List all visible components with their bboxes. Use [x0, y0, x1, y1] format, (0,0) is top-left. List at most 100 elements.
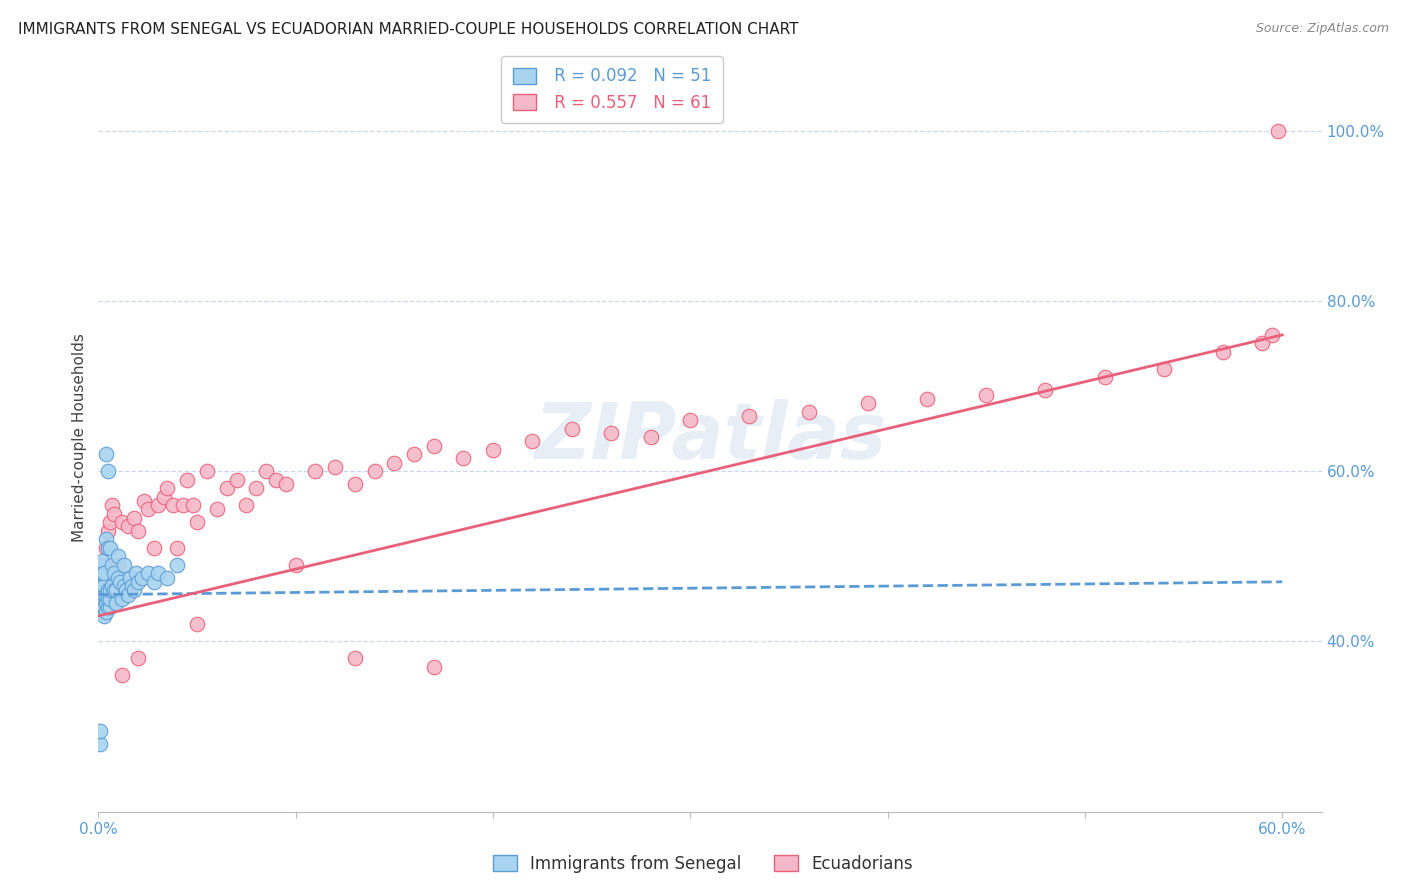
Point [89, 737, 111, 751]
Point [205, 502, 228, 516]
Point [118, 571, 141, 585]
Point [453, 451, 475, 466]
Point [738, 409, 761, 423]
Point [235, 498, 257, 512]
Point [166, 541, 188, 555]
Point [1251, 336, 1274, 351]
Point [136, 502, 159, 516]
Point [97, 524, 120, 538]
Point [97, 464, 120, 478]
Point [115, 583, 138, 598]
Point [797, 404, 820, 418]
Point [245, 481, 267, 495]
Point [186, 515, 208, 529]
Point [127, 524, 149, 538]
Point [103, 583, 125, 598]
Point [1261, 327, 1284, 342]
Point [1035, 384, 1057, 398]
Legend: Immigrants from Senegal, Ecuadorians: Immigrants from Senegal, Ecuadorians [486, 848, 920, 880]
Point [91, 566, 114, 581]
Point [142, 574, 165, 589]
Point [96, 588, 118, 602]
Point [93, 588, 115, 602]
Point [915, 392, 938, 406]
Point [1267, 123, 1289, 137]
Point [382, 456, 405, 470]
Point [181, 498, 204, 512]
Text: Source: ZipAtlas.com: Source: ZipAtlas.com [1256, 22, 1389, 36]
Point [103, 566, 125, 581]
Point [125, 566, 148, 581]
Point [195, 464, 218, 478]
Point [974, 387, 997, 401]
Point [101, 579, 124, 593]
Point [98, 515, 121, 529]
Point [107, 549, 129, 564]
Point [172, 498, 194, 512]
Point [93, 608, 115, 623]
Point [111, 668, 134, 682]
Point [274, 476, 297, 491]
Point [101, 498, 124, 512]
Point [856, 396, 879, 410]
Point [146, 498, 169, 512]
Point [101, 558, 124, 572]
Point [89, 583, 111, 598]
Point [142, 541, 165, 555]
Point [146, 566, 169, 581]
Point [404, 447, 426, 461]
Point [176, 473, 198, 487]
Point [91, 553, 114, 567]
Point [103, 507, 125, 521]
Point [122, 583, 145, 598]
Point [98, 583, 121, 598]
Point [284, 558, 307, 572]
Point [482, 442, 505, 457]
Point [108, 574, 131, 589]
Point [561, 421, 583, 435]
Point [423, 660, 446, 674]
Point [107, 571, 129, 585]
Point [152, 490, 174, 504]
Text: IMMIGRANTS FROM SENEGAL VS ECUADORIAN MARRIED-COUPLE HOUSEHOLDS CORRELATION CHAR: IMMIGRANTS FROM SENEGAL VS ECUADORIAN MA… [18, 22, 799, 37]
Point [93, 566, 115, 581]
Point [96, 541, 118, 555]
Point [93, 579, 115, 593]
Point [156, 481, 179, 495]
Point [91, 579, 114, 593]
Point [91, 591, 114, 606]
Y-axis label: Married-couple Households: Married-couple Households [72, 333, 87, 541]
Point [112, 558, 135, 572]
Point [117, 519, 139, 533]
Point [96, 533, 118, 547]
Point [162, 498, 184, 512]
Point [640, 430, 662, 444]
Point [111, 515, 134, 529]
Point [122, 511, 145, 525]
Point [1212, 345, 1234, 359]
Point [121, 579, 143, 593]
Legend:  R = 0.092   N = 51,  R = 0.557   N = 61: R = 0.092 N = 51, R = 0.557 N = 61 [501, 56, 723, 123]
Point [304, 464, 326, 478]
Point [522, 434, 544, 449]
Point [89, 574, 111, 589]
Point [363, 464, 385, 478]
Point [98, 591, 121, 606]
Point [343, 651, 366, 665]
Point [96, 447, 118, 461]
Point [343, 476, 366, 491]
Point [166, 558, 188, 572]
Point [97, 600, 120, 615]
Point [112, 579, 135, 593]
Point [215, 481, 238, 495]
Point [1094, 370, 1116, 384]
Point [89, 574, 111, 589]
Point [423, 439, 446, 453]
Point [93, 600, 115, 615]
Point [96, 596, 118, 610]
Point [97, 583, 120, 598]
Point [186, 617, 208, 632]
Text: ZIPatlas: ZIPatlas [534, 399, 886, 475]
Point [679, 413, 702, 427]
Point [111, 591, 134, 606]
